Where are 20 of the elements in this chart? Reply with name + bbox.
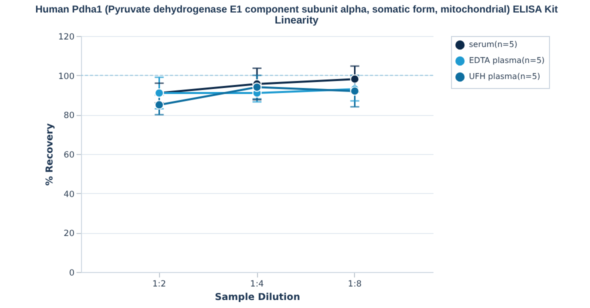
legend-label: EDTA plasma(n=5) <box>469 56 545 65</box>
x-tick-label: 1:2 <box>152 280 166 290</box>
chart-title: Human Pdha1 (Pyruvate dehydrogenase E1 component subunit alpha, somatic form, mitochondrial) ELISA Kit <box>35 4 559 16</box>
chart-subtitle: Linearity <box>274 14 319 26</box>
point <box>154 100 164 110</box>
y-axis-title: % Recovery <box>44 122 56 186</box>
y-tick-label: 40 <box>64 190 74 200</box>
y-tick-label: 60 <box>64 150 74 160</box>
legend-label: serum(n=5) <box>469 40 518 49</box>
y-tick-label: 0 <box>69 268 74 278</box>
y-tick-label: 100 <box>58 72 74 82</box>
y-tick-label: 120 <box>58 32 74 42</box>
point <box>350 74 360 84</box>
x-axis-title: Sample Dilution <box>214 292 300 303</box>
x-tick-label: 1:8 <box>348 280 362 290</box>
y-tick-label: 20 <box>64 229 74 240</box>
x-tick-label: 1:4 <box>250 280 264 290</box>
legend-label: UFH plasma(n=5) <box>469 72 540 81</box>
y-tick-label: 80 <box>64 111 74 122</box>
point <box>252 82 262 92</box>
